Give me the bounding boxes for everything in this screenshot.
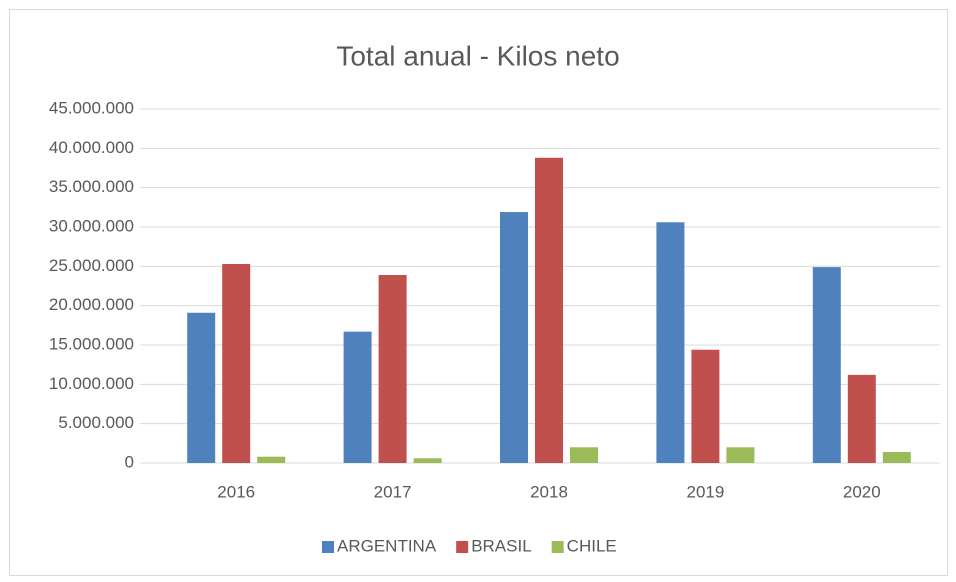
x-tick-label: 2020 [843, 482, 881, 501]
bar [882, 451, 911, 463]
y-tick-label: 15.000.000 [49, 334, 134, 353]
chart-title: Total anual - Kilos neto [336, 40, 619, 71]
legend-label: CHILE [567, 536, 617, 555]
x-tick-label: 2017 [374, 482, 412, 501]
legend-swatch [322, 541, 334, 553]
bar [378, 274, 407, 463]
bar [343, 331, 372, 463]
bar [535, 157, 563, 464]
y-tick-label: 30.000.000 [49, 216, 134, 235]
bar [812, 267, 841, 463]
y-tick-label: 10.000.000 [49, 374, 134, 393]
legend-swatch [456, 541, 469, 553]
y-tick-label: 35.000.000 [49, 177, 134, 196]
bar [500, 212, 528, 463]
bar [187, 312, 216, 463]
bar [222, 263, 251, 463]
x-tick-label: 2019 [686, 482, 724, 501]
bar [656, 222, 685, 463]
x-tick-label: 2018 [530, 482, 568, 501]
bar [726, 447, 755, 463]
legend-label: BRASIL [471, 536, 531, 555]
y-tick-label: 5.000.000 [58, 413, 134, 432]
bar [570, 447, 598, 463]
y-tick-label: 25.000.000 [49, 256, 134, 275]
y-tick-label: 20.000.000 [49, 295, 134, 314]
x-tick-label: 2016 [217, 482, 255, 501]
legend-swatch [551, 541, 564, 553]
bar [257, 456, 286, 463]
legend-label: ARGENTINA [337, 536, 437, 555]
chart-border [9, 9, 948, 576]
bar [847, 374, 876, 463]
y-tick-label: 40.000.000 [49, 138, 134, 157]
y-tick-label: 0 [125, 452, 134, 471]
y-tick-label: 45.000.000 [49, 98, 134, 117]
bar [413, 458, 442, 463]
bar [691, 349, 720, 463]
